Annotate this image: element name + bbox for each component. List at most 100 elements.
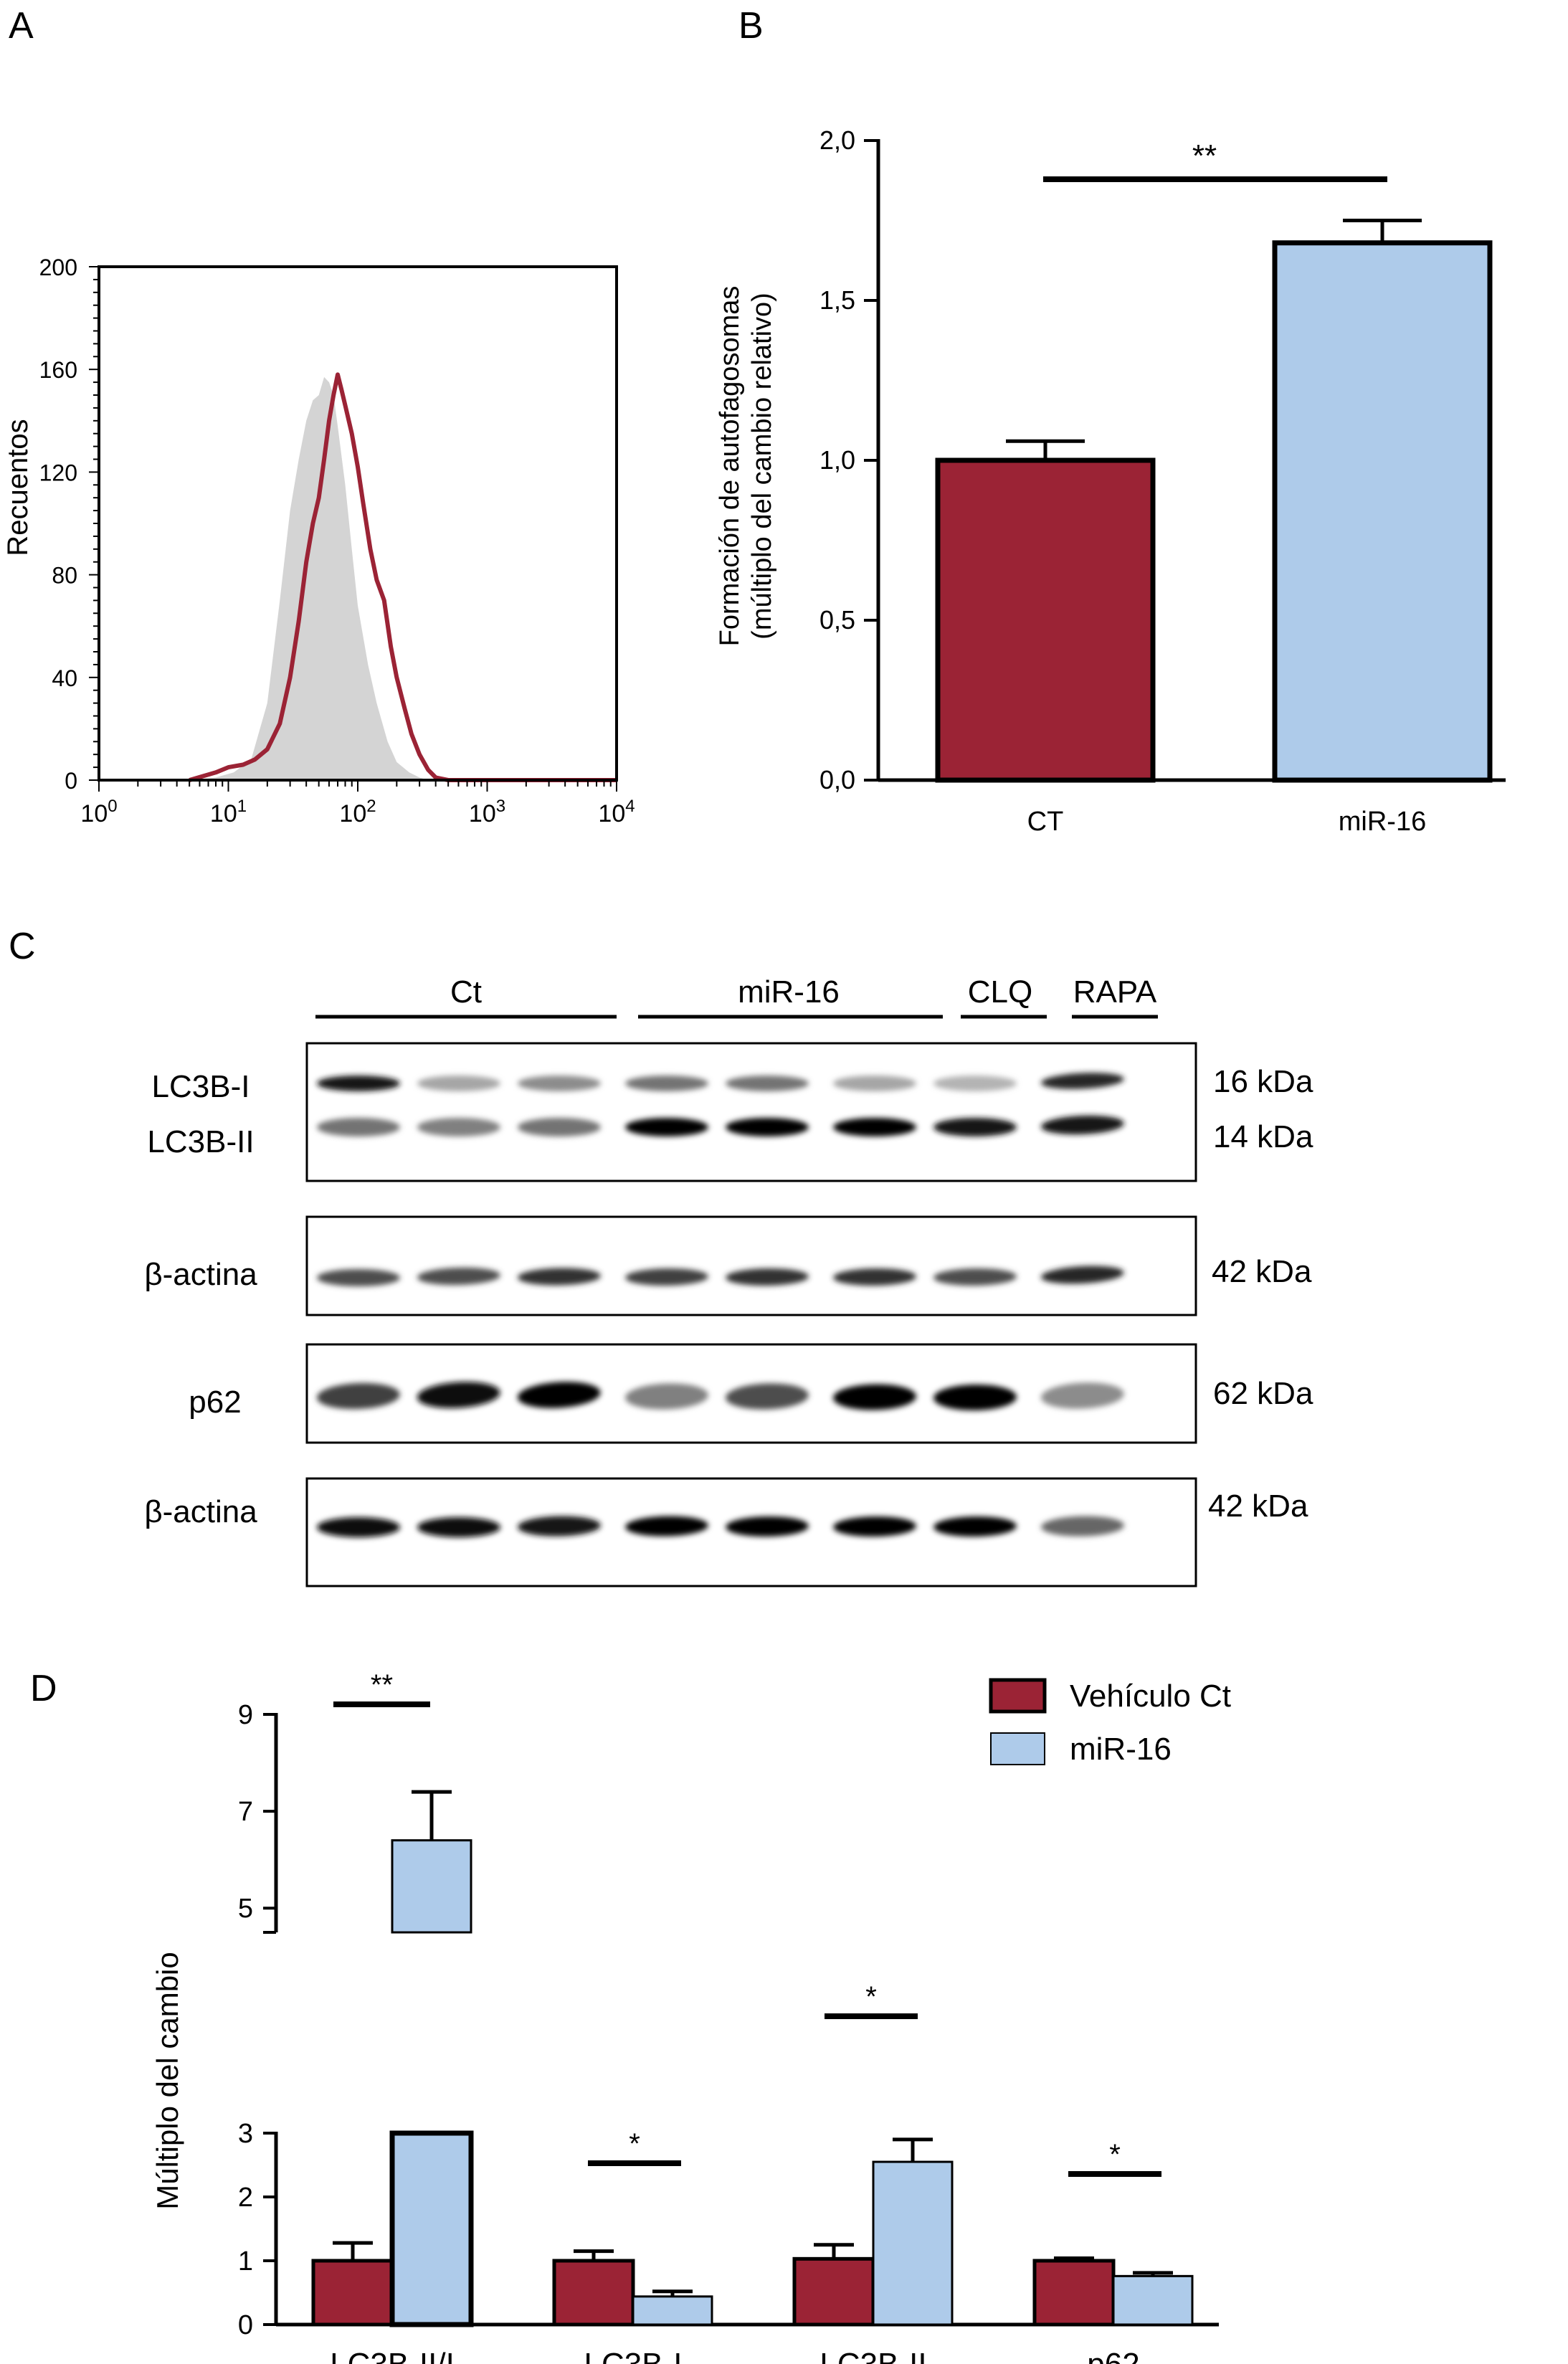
blot-band bbox=[832, 1516, 916, 1537]
bar-chart-y-tick-label: 1,0 bbox=[819, 445, 855, 475]
row-label-p62: p62 bbox=[189, 1385, 241, 1420]
group-label-rapa: RAPA bbox=[1073, 974, 1157, 1010]
bar-chart-category-label: miR-16 bbox=[1339, 807, 1426, 837]
blot-band bbox=[517, 1382, 601, 1408]
blot-band bbox=[517, 1268, 601, 1286]
histogram-mir16-line bbox=[189, 372, 617, 782]
blot-band bbox=[725, 1268, 809, 1286]
histogram-x-tick-label: 103 bbox=[469, 797, 505, 827]
bar-mir16-0-lower bbox=[389, 2130, 474, 2327]
legend-swatch-mir16 bbox=[990, 1732, 1045, 1765]
blot-band bbox=[317, 1517, 400, 1537]
fold-significance-mark: * bbox=[865, 1981, 877, 2013]
histogram-x-tick-label: 101 bbox=[210, 797, 247, 827]
autophagosome-bar-chart: 0,0 0,5 1,0 1,5 2,0 CT miR-16 ** Formación de a… bbox=[717, 125, 1506, 837]
row-label-lc3b-i: LC3B-I bbox=[152, 1069, 250, 1104]
histogram-y-label: Recuentos bbox=[2, 419, 34, 556]
group-label-ct: Ct bbox=[450, 974, 482, 1010]
weight-label-42kda-1: 42 kDa bbox=[1212, 1254, 1312, 1289]
blot-band bbox=[317, 1118, 400, 1136]
bar-chart-category-label: CT bbox=[1027, 807, 1064, 837]
blot-band bbox=[933, 1516, 1017, 1537]
blot-band bbox=[417, 1118, 500, 1136]
bar-mir16-0-upper bbox=[391, 1839, 472, 1934]
bar-vehiculo-ct-2 bbox=[792, 2256, 875, 2327]
histogram-y-tick-label: 160 bbox=[39, 357, 77, 383]
bar-chart-y-tick-label: 0,0 bbox=[819, 765, 855, 794]
blot-band bbox=[933, 1384, 1017, 1411]
blot-band bbox=[317, 1076, 400, 1091]
weight-label-16kda: 16 kDa bbox=[1213, 1064, 1313, 1099]
bar-mir16 bbox=[1272, 240, 1493, 783]
blot-band bbox=[624, 1268, 708, 1286]
fold-category-label: LC3B-II/I bbox=[330, 2347, 455, 2364]
fold-category-label: LC3B-II bbox=[819, 2347, 926, 2364]
group-label-mir16: miR-16 bbox=[738, 974, 840, 1010]
bar-vehiculo-ct-0 bbox=[311, 2259, 394, 2327]
blot-band bbox=[316, 1382, 400, 1410]
panel-label-d: D bbox=[30, 1668, 57, 1709]
blot-band bbox=[417, 1076, 500, 1091]
blot-frame-lc3b bbox=[305, 1042, 1197, 1182]
histogram-x-tick-label: 102 bbox=[339, 797, 376, 827]
bar-ct bbox=[935, 457, 1156, 783]
fold-change-y-label: Múltiplo del cambio bbox=[151, 1952, 184, 2210]
bar-mir16-3 bbox=[1112, 2274, 1194, 2326]
fold-change-bar-chart: 0 1 2 3 5 7 9 LC3B-II/I ** LC3B-I * LC3B-II * p62 * Mú… bbox=[151, 1669, 1231, 2364]
blot-band bbox=[832, 1384, 916, 1410]
panel-label-a: A bbox=[9, 5, 34, 47]
blot-band bbox=[933, 1118, 1017, 1136]
blot-band bbox=[1040, 1266, 1124, 1284]
blot-band bbox=[1040, 1115, 1124, 1135]
fold-significance-mark: * bbox=[629, 2128, 640, 2160]
bar-chart-y-label-line2: (múltiplo del cambio relativo) bbox=[747, 293, 777, 640]
blot-band bbox=[518, 1118, 601, 1136]
row-label-lc3b-ii: LC3B-II bbox=[147, 1124, 254, 1159]
blot-band bbox=[417, 1517, 500, 1537]
fold-significance-mark: * bbox=[1109, 2139, 1121, 2170]
weight-label-42kda-2: 42 kDa bbox=[1208, 1489, 1308, 1524]
blot-band bbox=[933, 1076, 1017, 1091]
row-label-actin-2: β-actina bbox=[144, 1494, 257, 1529]
legend-label-mir16: miR-16 bbox=[1070, 1732, 1172, 1767]
fold-y-tick-label: 2 bbox=[238, 2183, 253, 2213]
row-label-actin-1: β-actina bbox=[144, 1257, 257, 1292]
weight-label-62kda: 62 kDa bbox=[1213, 1376, 1313, 1411]
histogram-y-tick-label: 0 bbox=[65, 768, 77, 794]
histogram-y-tick-label: 200 bbox=[39, 255, 77, 280]
panel-label-b: B bbox=[738, 5, 764, 47]
blot-band bbox=[624, 1383, 708, 1410]
blot-band bbox=[833, 1076, 916, 1091]
fold-significance-mark: ** bbox=[371, 1669, 393, 1701]
histogram-x-tick-label: 104 bbox=[598, 797, 635, 827]
histogram-x-tick-label: 100 bbox=[80, 797, 117, 827]
bar-vehiculo-ct-1 bbox=[552, 2259, 635, 2327]
histogram-y-tick-label: 80 bbox=[52, 563, 77, 589]
fold-y-tick-label: 9 bbox=[238, 1700, 253, 1730]
blot-band bbox=[417, 1382, 500, 1408]
fold-category-label: p62 bbox=[1087, 2347, 1139, 2364]
blot-band bbox=[1040, 1516, 1124, 1537]
blot-band bbox=[417, 1267, 500, 1286]
fold-category-label: LC3B-I bbox=[584, 2347, 683, 2364]
group-label-clq: CLQ bbox=[968, 974, 1032, 1010]
blot-band bbox=[933, 1268, 1017, 1286]
panel-label-c: C bbox=[9, 926, 36, 967]
blot-band bbox=[832, 1268, 916, 1286]
fold-y-tick-label: 0 bbox=[238, 2310, 253, 2340]
bar-chart-y-tick-label: 0,5 bbox=[819, 605, 855, 635]
fold-y-tick-label: 3 bbox=[238, 2119, 253, 2149]
blot-band bbox=[726, 1118, 809, 1136]
blot-band bbox=[1040, 1382, 1124, 1409]
bar-mir16-1 bbox=[632, 2295, 713, 2326]
bar-chart-significance-mark: ** bbox=[1192, 138, 1217, 174]
blot-frame-actin-1 bbox=[305, 1215, 1197, 1316]
bar-chart-y-tick-label: 2,0 bbox=[819, 125, 855, 155]
bar-chart-y-label-line1: Formación de autofagosomas bbox=[717, 286, 745, 647]
histogram-control-fill bbox=[189, 376, 429, 780]
fold-y-tick-label: 5 bbox=[238, 1894, 253, 1924]
blot-band bbox=[624, 1516, 708, 1537]
blot-band bbox=[1040, 1073, 1124, 1089]
weight-label-14kda: 14 kDa bbox=[1213, 1119, 1313, 1154]
blot-band bbox=[517, 1516, 601, 1537]
